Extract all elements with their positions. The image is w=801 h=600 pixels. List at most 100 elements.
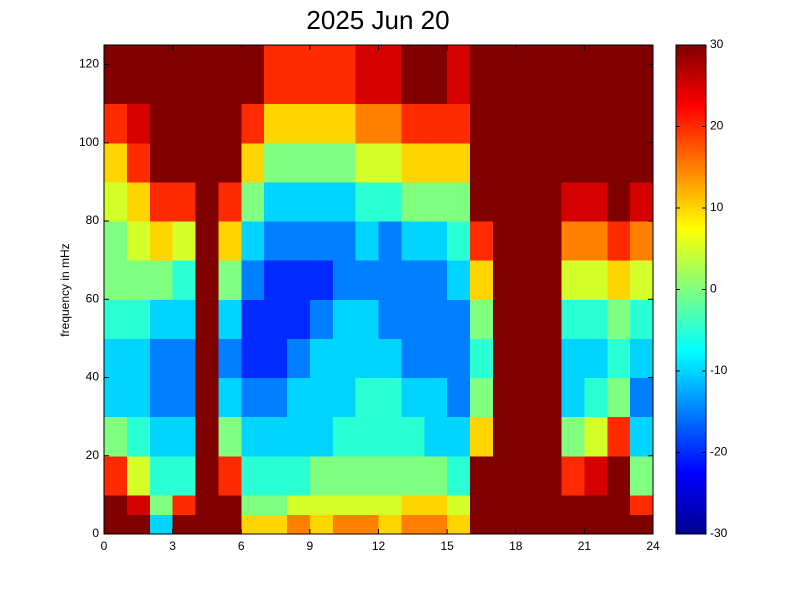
heatmap-cell (607, 455, 631, 496)
heatmap-cell (378, 103, 402, 144)
heatmap-cell (538, 142, 562, 183)
heatmap-cell (332, 181, 357, 222)
heatmap-cell (287, 142, 311, 183)
heatmap-cell (401, 494, 425, 515)
heatmap-cell (515, 142, 540, 183)
heatmap-cell (172, 221, 196, 261)
heatmap-cell (470, 377, 494, 418)
heatmap-cell (401, 416, 425, 457)
heatmap-cell (538, 299, 562, 339)
heatmap-cell (607, 299, 631, 339)
heatmap-cell (492, 142, 517, 183)
heatmap-cell (424, 338, 448, 379)
heatmap-cell (264, 338, 288, 379)
heatmap-cell (424, 416, 448, 457)
heatmap-cell (195, 377, 219, 418)
heatmap-cell (126, 299, 151, 339)
heatmap-cell (195, 103, 219, 144)
heatmap-cell (515, 45, 540, 105)
heatmap-cell (447, 416, 471, 457)
heatmap-cell (241, 494, 265, 515)
heatmap-cell (630, 299, 654, 339)
heatmap-cell (584, 494, 608, 515)
y-tick-label: 100 (79, 135, 99, 149)
heatmap-cell (149, 416, 174, 457)
heatmap-cell (104, 181, 128, 222)
heatmap-cell (264, 221, 288, 261)
heatmap-cell (630, 338, 654, 379)
x-tick-label: 15 (440, 539, 454, 553)
heatmap-cell (447, 260, 471, 300)
heatmap-cell (378, 45, 402, 105)
heatmap-cell (218, 221, 242, 261)
heatmap-cell (607, 416, 631, 457)
heatmap-cell (607, 45, 631, 105)
heatmap-cell (309, 514, 334, 535)
heatmap-cell (104, 416, 128, 457)
heatmap-cell (149, 221, 174, 261)
heatmap-cell (172, 494, 196, 515)
heatmap-cell (126, 494, 151, 515)
heatmap-cell (172, 377, 196, 418)
heatmap-cell (378, 338, 402, 379)
heatmap-cell (630, 142, 654, 183)
heatmap-cell (538, 377, 562, 418)
heatmap-cell (241, 455, 265, 496)
heatmap-cell (538, 338, 562, 379)
heatmap-cell (424, 103, 448, 144)
heatmap-cell (355, 494, 379, 515)
colorbar-tick-label: -10 (710, 363, 728, 377)
heatmap-cell (172, 103, 196, 144)
heatmap-cell (607, 338, 631, 379)
heatmap-cell (241, 221, 265, 261)
colorbar-tick-label: 20 (710, 119, 724, 133)
heatmap-cell (195, 142, 219, 183)
heatmap-cell (332, 299, 357, 339)
heatmap-cell (424, 181, 448, 222)
heatmap-cell (538, 455, 562, 496)
x-tick-label: 12 (372, 539, 386, 553)
heatmap-cell (607, 181, 631, 222)
heatmap-cell (309, 377, 334, 418)
heatmap-cell (470, 142, 494, 183)
heatmap-cell (332, 514, 357, 535)
heatmap-cell (172, 181, 196, 222)
heatmap-cell (149, 338, 174, 379)
heatmap-cell (195, 514, 219, 535)
heatmap-cell (607, 221, 631, 261)
heatmap-cell (630, 103, 654, 144)
heatmap-cell (607, 142, 631, 183)
heatmap-cell (172, 416, 196, 457)
heatmap-cell (195, 181, 219, 222)
heatmap-cell (309, 221, 334, 261)
heatmap-cell (561, 221, 585, 261)
heatmap-cell (332, 455, 357, 496)
colorbar-tick-label: -30 (710, 526, 728, 540)
heatmap-cell (126, 416, 151, 457)
heatmap-cell (538, 514, 562, 535)
heatmap-cell (492, 514, 517, 535)
heatmap-cell (218, 45, 242, 105)
heatmap-cell (264, 455, 288, 496)
heatmap-cell (264, 260, 288, 300)
heatmap-cell (104, 455, 128, 496)
heatmap-cell (470, 221, 494, 261)
heatmap-cell (447, 455, 471, 496)
heatmap-cell (264, 416, 288, 457)
heatmap-cell (332, 142, 357, 183)
heatmap-cell (104, 514, 128, 535)
heatmap-cell (401, 45, 425, 105)
heatmap-cell (264, 377, 288, 418)
heatmap-cell (470, 514, 494, 535)
heatmap-cell (104, 299, 128, 339)
heatmap-cell (104, 45, 128, 105)
heatmap-cell (515, 416, 540, 457)
heatmap-cell (126, 181, 151, 222)
heatmap-cell (378, 455, 402, 496)
heatmap-cell (561, 260, 585, 300)
heatmap-cell (492, 181, 517, 222)
heatmap-cell (195, 221, 219, 261)
y-tick-label: 0 (92, 526, 99, 540)
heatmap-cell (104, 142, 128, 183)
heatmap-cell (492, 377, 517, 418)
